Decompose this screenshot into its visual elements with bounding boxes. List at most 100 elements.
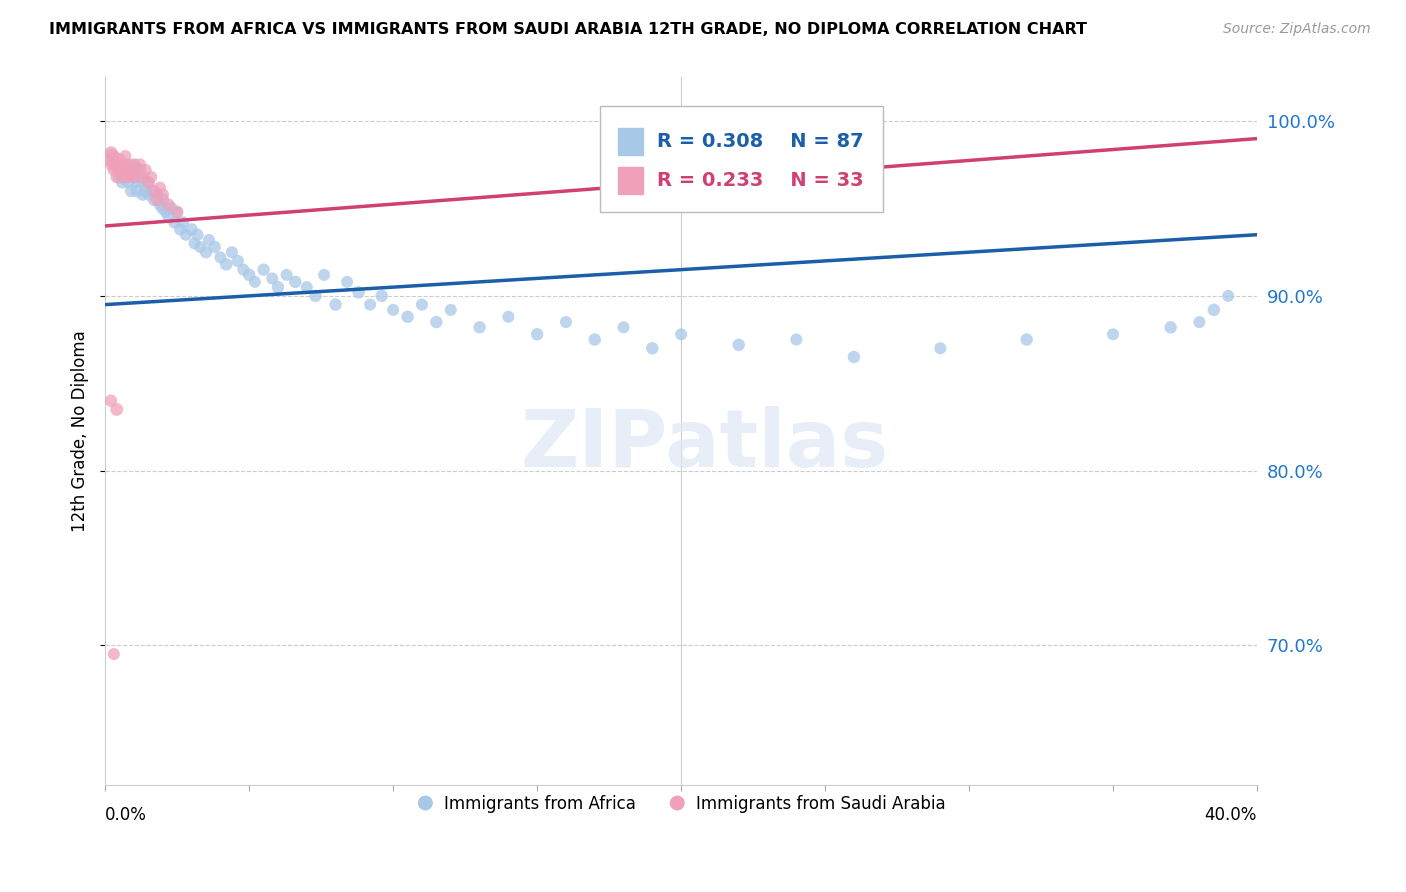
Point [336, 275, 359, 289]
Point [105, 163, 128, 178]
Point [141, 184, 163, 198]
Point [188, 240, 211, 254]
Point [204, 240, 226, 254]
Point [174, 227, 197, 242]
Point [100, 158, 122, 172]
Point [128, 169, 150, 184]
Point [152, 202, 174, 216]
Point [135, 184, 157, 198]
Point [186, 227, 208, 242]
Point [411, 297, 433, 311]
Point [100, 149, 122, 163]
Point [135, 163, 157, 178]
Point [347, 285, 370, 300]
Point [1102, 327, 1125, 342]
Point [114, 158, 136, 172]
Point [929, 341, 952, 355]
Point [325, 297, 347, 311]
Point [359, 297, 381, 311]
Point [103, 647, 125, 661]
Point [100, 145, 122, 160]
Point [146, 193, 169, 207]
Point [105, 169, 128, 184]
Point [138, 187, 160, 202]
FancyBboxPatch shape [600, 106, 883, 212]
Point [169, 222, 191, 236]
Point [727, 338, 749, 352]
Point [312, 268, 335, 282]
Point [152, 193, 174, 207]
Point [555, 315, 578, 329]
Point [152, 187, 174, 202]
Point [143, 193, 166, 207]
Point [243, 275, 266, 289]
Point [842, 350, 865, 364]
Point [108, 153, 131, 167]
Point [284, 275, 307, 289]
Point [1218, 289, 1240, 303]
Point [221, 245, 243, 260]
Point [138, 175, 160, 189]
Point [276, 268, 298, 282]
Point [232, 262, 254, 277]
Text: 40.0%: 40.0% [1205, 806, 1257, 824]
Point [370, 289, 392, 303]
Text: R = 0.233    N = 33: R = 0.233 N = 33 [657, 171, 863, 190]
Point [215, 257, 238, 271]
Point [122, 169, 145, 184]
Point [120, 184, 142, 198]
Point [131, 175, 153, 189]
Point [209, 251, 232, 265]
Point [149, 180, 172, 194]
Point [138, 175, 160, 189]
Point [1202, 302, 1225, 317]
Point [157, 198, 180, 212]
Legend: Immigrants from Africa, Immigrants from Saudi Arabia: Immigrants from Africa, Immigrants from … [411, 788, 952, 819]
Point [120, 167, 142, 181]
Point [114, 169, 136, 184]
Point [226, 254, 249, 268]
Point [1188, 315, 1211, 329]
Point [785, 333, 807, 347]
Point [526, 327, 548, 342]
Point [262, 271, 284, 285]
Point [114, 163, 136, 178]
Point [105, 402, 128, 417]
Point [103, 158, 125, 172]
Point [1160, 320, 1182, 334]
Point [125, 184, 148, 198]
Point [1015, 333, 1038, 347]
Point [108, 163, 131, 178]
Point [122, 169, 145, 184]
Point [111, 169, 134, 184]
Point [267, 280, 290, 294]
Point [166, 205, 188, 219]
Point [108, 169, 131, 184]
Point [105, 158, 128, 172]
Point [183, 236, 205, 251]
Point [440, 302, 463, 317]
Point [114, 149, 136, 163]
Point [155, 205, 177, 219]
Point [146, 187, 169, 202]
Point [111, 158, 134, 172]
Point [304, 289, 326, 303]
Point [468, 320, 491, 334]
Point [125, 175, 148, 189]
Point [498, 310, 520, 324]
Text: 0.0%: 0.0% [105, 806, 148, 824]
Point [252, 262, 274, 277]
Text: ZIPatlas: ZIPatlas [520, 407, 889, 484]
Bar [617, 168, 643, 194]
Point [166, 205, 188, 219]
Point [163, 215, 186, 229]
Point [180, 222, 202, 236]
Point [612, 320, 634, 334]
Point [122, 158, 145, 172]
Point [103, 149, 125, 163]
Point [128, 163, 150, 178]
Text: Source: ZipAtlas.com: Source: ZipAtlas.com [1223, 22, 1371, 37]
Point [131, 187, 153, 202]
Point [669, 327, 692, 342]
Point [117, 158, 139, 172]
